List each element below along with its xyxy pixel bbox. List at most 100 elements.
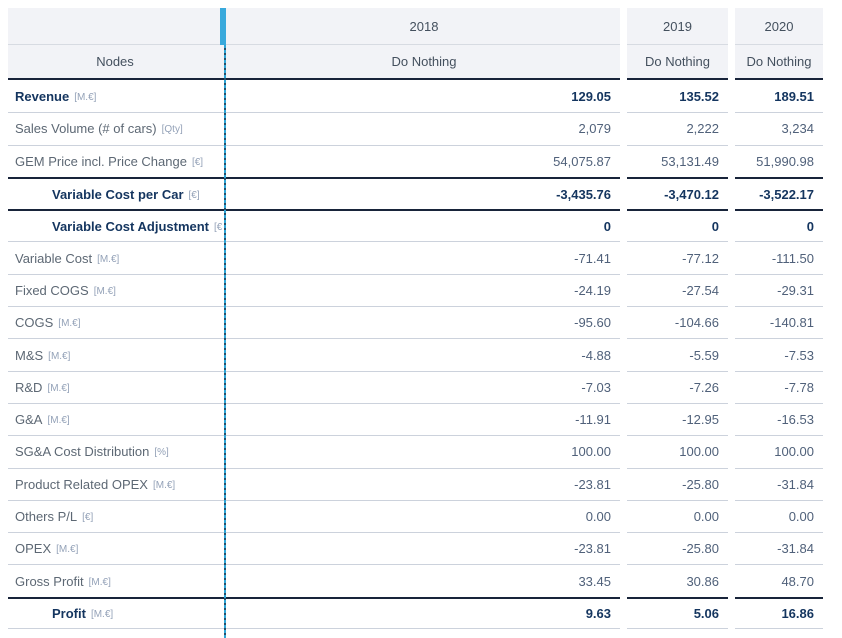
value-cell-2020[interactable]: 3,234: [735, 112, 823, 145]
row-label: Profit: [52, 605, 86, 621]
value-cell-2018[interactable]: -71.41: [228, 241, 620, 274]
value-cell-2020[interactable]: -29.31: [735, 273, 823, 307]
value-cell-2019[interactable]: 30.86: [627, 564, 728, 597]
value-cell-2020[interactable]: 189.51: [735, 80, 823, 113]
value-cell-2018[interactable]: -3,435.76: [228, 176, 620, 210]
value-cell-2018[interactable]: -95.60: [228, 306, 620, 339]
scenario-header-2018[interactable]: Do Nothing: [228, 45, 620, 80]
column-gap: [728, 80, 735, 113]
nodes-header: Nodes: [8, 45, 222, 80]
value-cell-2018[interactable]: -4.88: [228, 338, 620, 371]
value-cell-2018[interactable]: 9.63: [228, 596, 620, 630]
row-label-cell[interactable]: Variable Cost per Car [€]: [8, 176, 222, 210]
value-cell-2018[interactable]: 2,079: [228, 112, 620, 145]
value-cell-2019[interactable]: -3,470.12: [627, 176, 728, 210]
table-row: G&A [M.€] -11.91 -12.95 -16.53: [8, 402, 823, 436]
value-cell-2019[interactable]: 5.06: [627, 596, 728, 630]
row-label-cell[interactable]: Variable Cost Adjustment [€]: [8, 209, 222, 242]
value-cell-2020[interactable]: -7.53: [735, 338, 823, 371]
row-label: Gross Profit: [15, 573, 84, 589]
value-cell-2019[interactable]: 135.52: [627, 80, 728, 113]
value-cell-2019[interactable]: 2,222: [627, 112, 728, 145]
row-label-cell[interactable]: Variable Cost [M.€]: [8, 241, 222, 274]
column-gap: [728, 370, 735, 403]
column-gap: [728, 435, 735, 468]
value-cell-2020[interactable]: -16.53: [735, 402, 823, 436]
value-cell-2019[interactable]: -7.26: [627, 370, 728, 403]
row-label-cell[interactable]: GEM Price incl. Price Change [€]: [8, 144, 222, 177]
value-cell-2019[interactable]: 0.00: [627, 499, 728, 533]
scenario-header-2020[interactable]: Do Nothing: [735, 45, 823, 80]
value-cell-2020[interactable]: 48.70: [735, 564, 823, 597]
value-cell-2018[interactable]: -7.03: [228, 370, 620, 403]
row-label-cell[interactable]: Others P/L [€]: [8, 499, 222, 533]
value-cell-2019[interactable]: 53,131.49: [627, 144, 728, 177]
value-cell-2019[interactable]: 0: [627, 209, 728, 242]
value-cell-2019[interactable]: -5.59: [627, 338, 728, 371]
column-gap: [620, 209, 627, 242]
value-cell-2018[interactable]: 100.00: [228, 435, 620, 468]
row-label-cell[interactable]: COGS [M.€]: [8, 306, 222, 339]
column-header-2018[interactable]: 2018: [228, 8, 620, 45]
column-gap: [728, 176, 735, 210]
column-header-2020[interactable]: 2020: [735, 8, 823, 45]
value-cell-2020[interactable]: 100.00: [735, 435, 823, 468]
value-cell-2019[interactable]: -27.54: [627, 273, 728, 307]
row-label-cell[interactable]: OPEX [M.€]: [8, 532, 222, 565]
row-label: SG&A Cost Distribution: [15, 444, 150, 460]
row-unit: [M.€]: [93, 285, 116, 297]
row-label: Variable Cost per Car: [52, 186, 184, 202]
value-cell-2019[interactable]: -12.95: [627, 402, 728, 436]
row-label: Others P/L: [15, 509, 78, 524]
value-cell-2020[interactable]: 0: [735, 209, 823, 242]
value-cell-2020[interactable]: -111.50: [735, 241, 823, 274]
value-cell-2019[interactable]: 100.00: [627, 435, 728, 468]
row-label-cell[interactable]: SG&A Cost Distribution [%]: [8, 435, 222, 468]
row-label-cell[interactable]: Gross Profit [M.€]: [8, 564, 222, 597]
row-label: Sales Volume (# of cars): [15, 121, 157, 137]
value-cell-2018[interactable]: 54,075.87: [228, 144, 620, 177]
value-cell-2020[interactable]: -7.78: [735, 370, 823, 403]
row-label-cell[interactable]: G&A [M.€]: [8, 402, 222, 436]
row-label-cell[interactable]: R&D [M.€]: [8, 370, 222, 403]
table-row: Product Related OPEX [M.€] -23.81 -25.80…: [8, 467, 823, 500]
row-label-cell[interactable]: Product Related OPEX [M.€]: [8, 467, 222, 500]
value-cell-2018[interactable]: -23.81: [228, 532, 620, 565]
value-cell-2018[interactable]: 129.05: [228, 80, 620, 113]
value-cell-2020[interactable]: -31.84: [735, 532, 823, 565]
value-cell-2018[interactable]: -24.19: [228, 273, 620, 307]
column-gap: [620, 80, 627, 113]
value-cell-2019[interactable]: -77.12: [627, 241, 728, 274]
column-gap: [620, 144, 627, 177]
value-cell-2020[interactable]: 0.00: [735, 499, 823, 533]
value-cell-2020[interactable]: 51,990.98: [735, 144, 823, 177]
value-cell-2020[interactable]: -31.84: [735, 467, 823, 500]
value-cell-2019[interactable]: -25.80: [627, 467, 728, 500]
value-cell-2018[interactable]: 33.45: [228, 564, 620, 597]
table-row: M&S [M.€] -4.88 -5.59 -7.53: [8, 338, 823, 371]
value-cell-2020[interactable]: -140.81: [735, 306, 823, 339]
row-unit: [€]: [214, 221, 222, 233]
column-gap: [728, 306, 735, 339]
row-label: Revenue: [15, 88, 70, 104]
value-cell-2019[interactable]: -104.66: [627, 306, 728, 339]
scenario-header-2019[interactable]: Do Nothing: [627, 45, 728, 80]
row-unit: [M.€]: [56, 544, 79, 556]
row-label-cell[interactable]: Fixed COGS [M.€]: [8, 273, 222, 307]
value-cell-2020[interactable]: 16.86: [735, 596, 823, 630]
row-label-cell[interactable]: Sales Volume (# of cars) [Qty]: [8, 112, 222, 145]
row-label-cell[interactable]: Profit [M.€]: [8, 596, 222, 630]
row-label: Variable Cost Adjustment: [52, 218, 209, 234]
column-gap: [728, 596, 735, 630]
column-header-2019[interactable]: 2019: [627, 8, 728, 45]
value-cell-2018[interactable]: 0.00: [228, 499, 620, 533]
value-cell-2018[interactable]: 0: [228, 209, 620, 242]
row-label-cell[interactable]: Revenue [M.€]: [8, 80, 222, 113]
table-body: Revenue [M.€] 129.05 135.52 189.51 Sales…: [8, 80, 823, 630]
value-cell-2020[interactable]: -3,522.17: [735, 176, 823, 210]
value-cell-2018[interactable]: -23.81: [228, 467, 620, 500]
column-gap: [620, 596, 627, 630]
value-cell-2018[interactable]: -11.91: [228, 402, 620, 436]
value-cell-2019[interactable]: -25.80: [627, 532, 728, 565]
row-label-cell[interactable]: M&S [M.€]: [8, 338, 222, 371]
